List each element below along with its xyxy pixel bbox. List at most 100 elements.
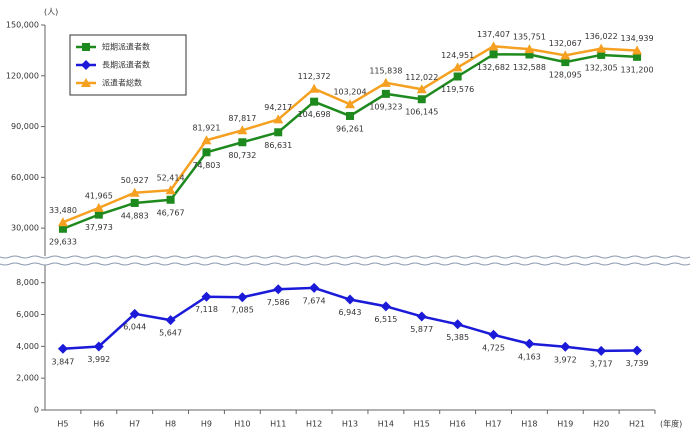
marker [452,319,463,330]
marker [560,341,571,352]
data-label: 106,145 [405,108,438,117]
data-label: 7,586 [267,298,290,307]
y-tick-label: 90,000 [11,122,39,131]
axis-break-gap [0,256,680,265]
legend-label: 長期派遣者数 [102,60,150,70]
data-label: 7,118 [195,305,218,314]
marker [93,341,104,352]
marker [201,135,212,145]
marker [632,345,643,356]
data-label: 80,732 [228,151,256,160]
data-label: 135,751 [513,33,546,42]
marker [560,50,571,60]
marker [380,301,391,312]
marker [345,294,355,305]
data-label: 6,515 [374,315,397,324]
y-tick-label: 60,000 [11,173,39,182]
data-label: 119,576 [441,85,474,94]
marker [58,224,67,233]
x-tick-label: H20 [593,420,609,429]
marker [130,198,139,207]
marker [94,210,103,219]
marker [596,43,607,53]
data-label: 3,992 [87,355,110,364]
data-label: 128,095 [549,71,582,80]
data-label: 112,022 [405,73,438,82]
marker [82,43,90,51]
axis-break [0,255,691,259]
data-label: 50,927 [121,176,149,185]
y-tick-label: 30,000 [11,224,39,233]
data-label: 115,838 [369,66,402,75]
marker [633,52,642,61]
data-label: 5,647 [159,329,182,338]
y-tick-label: 2,000 [16,374,39,383]
data-label: 5,385 [446,333,469,342]
data-label: 7,674 [303,296,326,305]
marker [81,78,91,87]
marker [489,50,498,59]
data-label: 132,588 [513,63,546,72]
legend-label: 短期派遣者数 [102,42,150,52]
x-tick-label: H5 [57,420,68,429]
marker [202,148,211,157]
marker [596,345,607,356]
data-label: 46,767 [157,208,185,217]
marker [416,84,427,94]
data-label: 4,725 [482,343,505,352]
x-axis-unit: (年度) [660,419,682,429]
data-label: 132,067 [549,39,582,48]
y-tick-label: 8,000 [16,278,39,287]
marker [453,72,462,81]
marker [57,343,68,354]
data-label: 6,943 [339,308,362,317]
marker [380,77,391,87]
data-label: 112,372 [298,72,331,81]
data-label: 136,022 [585,32,618,41]
data-label: 86,631 [264,141,292,150]
marker [165,315,176,326]
x-tick-label: H17 [485,420,501,429]
data-label: 131,200 [621,65,654,74]
x-tick-label: H16 [450,420,466,429]
data-label: 137,407 [477,30,510,39]
data-label: 124,951 [441,51,474,60]
data-label: 96,261 [336,124,364,133]
marker [488,41,499,51]
marker [93,202,104,212]
x-tick-label: H14 [378,420,394,429]
marker [237,125,248,135]
x-tick-label: H21 [629,420,645,429]
data-label: 3,972 [554,355,577,364]
marker [309,282,320,293]
data-label: 94,217 [264,103,292,112]
marker [310,97,319,106]
data-label: 3,717 [590,359,613,368]
marker [81,60,91,70]
x-tick-label: H7 [129,420,140,429]
marker [166,195,175,204]
y-tick-label: 120,000 [6,71,39,80]
y-tick-label: 150,000 [6,21,39,30]
x-tick-label: H11 [270,420,286,429]
marker [561,58,570,67]
marker [452,62,463,72]
marker [417,95,426,104]
x-tick-label: H6 [93,420,104,429]
marker [597,50,606,59]
marker [129,308,140,319]
data-label: 5,877 [410,325,433,334]
marker [274,128,283,137]
data-label: 81,921 [192,124,220,133]
data-label: 134,939 [621,34,654,43]
data-label: 3,739 [626,359,649,368]
marker [238,138,247,147]
marker [57,217,68,227]
data-label: 44,883 [121,211,149,220]
data-label: 33,480 [49,206,77,215]
x-tick-label: H10 [234,420,250,429]
marker [346,111,354,120]
y-tick-label: 6,000 [16,310,39,319]
marker [416,311,427,322]
